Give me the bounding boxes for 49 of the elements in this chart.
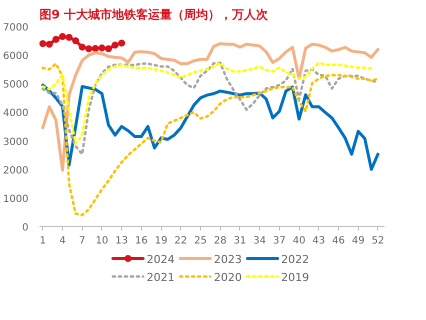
point bbox=[46, 40, 53, 48]
point bbox=[52, 36, 60, 43]
point bbox=[85, 45, 92, 52]
x-tick-label: 40 bbox=[292, 236, 306, 246]
x-tick-label: 37 bbox=[272, 236, 286, 246]
y-tick-label: 7000 bbox=[3, 22, 29, 34]
point bbox=[40, 40, 46, 48]
point bbox=[118, 40, 126, 47]
y-tick-label: 5000 bbox=[3, 80, 29, 91]
legend-label: 2020 bbox=[214, 271, 242, 284]
x-tick-label: 49 bbox=[352, 236, 365, 246]
y-tick-label: 0 bbox=[22, 222, 29, 234]
line-series bbox=[41, 84, 380, 171]
x-tick-label: 7 bbox=[79, 236, 86, 246]
x-tick-label: 25 bbox=[194, 236, 207, 246]
line-series bbox=[42, 62, 380, 216]
x-tick-label: 46 bbox=[332, 236, 345, 246]
x-tick-label: 31 bbox=[234, 236, 246, 246]
y-tick-label: 6000 bbox=[3, 51, 29, 62]
point bbox=[112, 42, 119, 49]
y-tick-label: 1000 bbox=[3, 194, 29, 205]
x-tick-label: 19 bbox=[154, 236, 168, 246]
x-tick-label: 34 bbox=[253, 236, 266, 246]
x-tick-label: 28 bbox=[214, 236, 227, 246]
legend-label: 2019 bbox=[281, 271, 310, 284]
point bbox=[66, 34, 73, 41]
x-tick-label: 16 bbox=[134, 236, 148, 246]
x-tick-label: 22 bbox=[174, 236, 188, 246]
point bbox=[59, 33, 66, 40]
x-tick-label: 52 bbox=[372, 236, 384, 246]
point bbox=[78, 44, 86, 51]
legend-label: 2022 bbox=[281, 253, 310, 266]
y-tick-label: 4000 bbox=[3, 108, 29, 120]
y-tick-label: 2000 bbox=[3, 165, 29, 176]
x-tick-label: 4 bbox=[59, 236, 66, 246]
x-tick-label: 10 bbox=[96, 236, 108, 246]
point bbox=[92, 45, 99, 52]
chart-title: 图9 十大城市地铁客运量（周均），万人次 bbox=[40, 8, 270, 22]
legend-label: 2021 bbox=[146, 271, 175, 284]
x-tick-label: 13 bbox=[115, 236, 128, 246]
legend-label: 2024 bbox=[146, 253, 175, 266]
x-tick-label: 1 bbox=[40, 236, 46, 246]
line-series bbox=[41, 42, 380, 172]
x-tick-label: 43 bbox=[312, 236, 326, 246]
point bbox=[72, 37, 80, 44]
point bbox=[105, 45, 112, 52]
point bbox=[98, 44, 106, 52]
y-tick-label: 3000 bbox=[3, 136, 29, 148]
legend-label: 2023 bbox=[214, 253, 242, 266]
